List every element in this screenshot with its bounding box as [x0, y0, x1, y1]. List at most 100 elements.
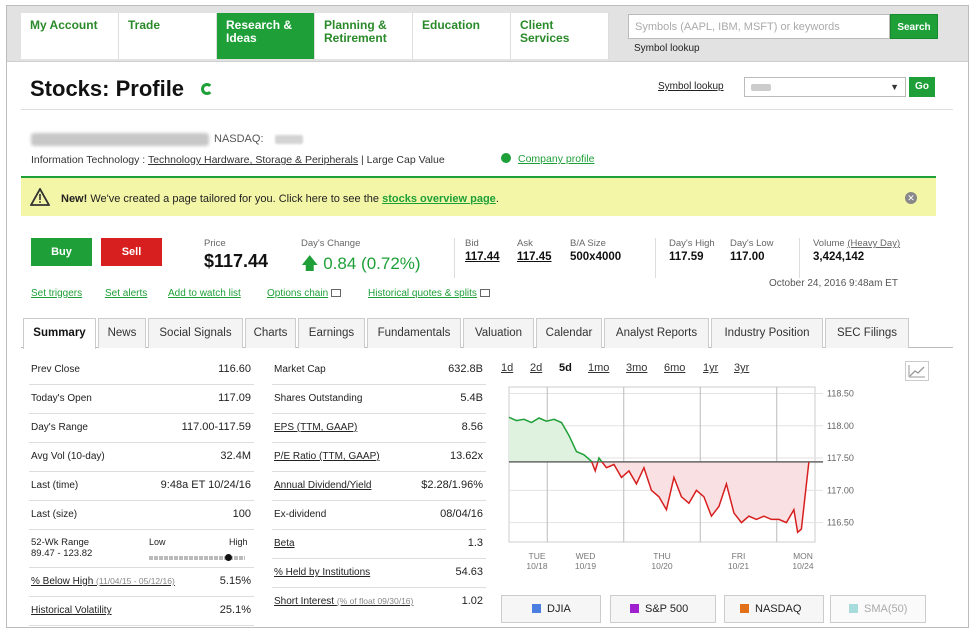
divider: [655, 238, 656, 278]
refresh-icon[interactable]: [201, 83, 213, 95]
row-value: 5.15%: [219, 575, 251, 587]
banner-text: New! We've created a page tailored for y…: [61, 193, 499, 205]
tab-earnings[interactable]: Earnings: [298, 318, 365, 348]
row-label[interactable]: % Below High (11/04/15 - 05/12/16): [31, 576, 175, 587]
row-label[interactable]: Annual Dividend/Yield: [274, 480, 372, 491]
range-1yr[interactable]: 1yr: [703, 362, 719, 374]
compare-nasdaq-button[interactable]: NASDAQ: [724, 595, 824, 623]
compare-sma50-button[interactable]: SMA(50): [830, 595, 926, 623]
table-row: Avg Vol (10-day) 32.4M: [29, 443, 254, 472]
tab-calendar[interactable]: Calendar: [536, 318, 602, 348]
table-row: % Below High (11/04/15 - 05/12/16) 5.15%: [29, 568, 254, 597]
company-profile-link[interactable]: Company profile: [518, 153, 595, 165]
volume-label: Volume (Heavy Day): [813, 238, 900, 249]
table-row: Last (size) 100: [29, 501, 254, 530]
y-tick-label: 118.00: [827, 421, 854, 431]
heavy-day-link[interactable]: (Heavy Day): [847, 238, 901, 249]
set-triggers-link[interactable]: Set triggers: [31, 288, 83, 299]
warning-icon: [30, 188, 50, 206]
nav-research-ideas[interactable]: Research & Ideas: [217, 13, 315, 59]
symbol-select[interactable]: ▼: [744, 77, 906, 97]
row-label[interactable]: Historical Volatility: [31, 605, 112, 616]
row-label[interactable]: % Held by Institutions: [274, 567, 371, 578]
row-label[interactable]: EPS (TTM, GAAP): [274, 422, 358, 433]
x-tick-date: 10/18: [526, 561, 548, 571]
options-chain-link[interactable]: Options chain: [267, 288, 342, 299]
compare-sp500-button[interactable]: S&P 500: [610, 595, 716, 623]
search-button[interactable]: Search: [890, 14, 938, 39]
tab-news[interactable]: News: [98, 318, 146, 348]
row-label[interactable]: P/E Ratio (TTM, GAAP): [274, 451, 380, 462]
tab-charts[interactable]: Charts: [245, 318, 296, 348]
nav-trade[interactable]: Trade: [119, 13, 217, 59]
row-value: 632.8B: [448, 363, 483, 375]
symbol-lookup-top-link[interactable]: Symbol lookup: [634, 43, 700, 54]
chevron-down-icon: ▼: [890, 82, 899, 92]
set-alerts-link[interactable]: Set alerts: [105, 288, 148, 299]
divider: [799, 238, 800, 278]
row-label: Market Cap: [274, 364, 326, 375]
nav-education[interactable]: Education: [413, 13, 511, 59]
days-low-label: Day's Low: [730, 238, 774, 249]
historical-quotes-label: Historical quotes & splits: [368, 288, 477, 299]
row-value: 54.63: [455, 566, 483, 578]
search-input[interactable]: Symbols (AAPL, IBM, MSFT) or keywords: [628, 14, 890, 39]
table-row: Short Interest (% of float 09/30/16) 1.02: [272, 588, 486, 617]
tab-social-signals[interactable]: Social Signals: [148, 318, 243, 348]
buy-button[interactable]: Buy: [31, 238, 92, 266]
nav-client-services[interactable]: Client Services: [511, 13, 609, 59]
bid-value[interactable]: 117.44: [465, 251, 500, 263]
ba-size-label: B/A Size: [570, 238, 606, 249]
x-tick-date: 10/21: [728, 561, 750, 571]
wk52-marker: [224, 554, 232, 561]
range-5d[interactable]: 5d: [559, 362, 572, 374]
table-row: % Held by Institutions 54.63: [272, 559, 486, 588]
sell-button[interactable]: Sell: [101, 238, 162, 266]
nav-planning-retirement[interactable]: Planning & Retirement: [315, 13, 413, 59]
range-3yr[interactable]: 3yr: [734, 362, 750, 374]
range-2d[interactable]: 2d: [530, 362, 543, 374]
price-label: Price: [204, 238, 226, 249]
symbol-lookup-link[interactable]: Symbol lookup: [658, 81, 724, 92]
row-value: 1.3: [467, 537, 483, 549]
range-3mo[interactable]: 3mo: [626, 362, 648, 374]
row-label[interactable]: Short Interest (% of float 09/30/16): [274, 596, 413, 607]
industry-link[interactable]: Technology Hardware, Storage & Periphera…: [147, 154, 359, 166]
add-to-watch-list-link[interactable]: Add to watch list: [168, 288, 241, 299]
tab-sec-filings[interactable]: SEC Filings: [825, 318, 909, 348]
row-value: 25.1%: [219, 604, 251, 616]
go-button[interactable]: Go: [909, 77, 935, 97]
ask-value[interactable]: 117.45: [517, 251, 552, 263]
chart-type-icon[interactable]: [905, 361, 929, 381]
tab-industry-position[interactable]: Industry Position: [711, 318, 823, 348]
wk52-values: 89.47 - 123.82: [31, 548, 93, 559]
tab-valuation[interactable]: Valuation: [463, 318, 534, 348]
row-value: 32.4M: [220, 450, 251, 462]
company-profile-icon[interactable]: [501, 153, 511, 163]
gain-area: [509, 417, 602, 462]
stocks-overview-link[interactable]: stocks overview page: [382, 193, 496, 205]
row-label[interactable]: Beta: [274, 538, 295, 549]
tab-fundamentals[interactable]: Fundamentals: [367, 318, 461, 348]
row-value: 5.4B: [460, 392, 483, 404]
row-label: Shares Outstanding: [274, 393, 363, 404]
sector-label: Information Technology :: [31, 154, 146, 166]
wk52-range-bar: [149, 556, 245, 560]
range-1mo[interactable]: 1mo: [588, 362, 610, 374]
compare-djia-button[interactable]: DJIA: [501, 595, 601, 623]
tab-summary[interactable]: Summary: [23, 318, 96, 349]
table-row: Day's Range 117.00-117.59: [29, 414, 254, 443]
options-chain-label: Options chain: [267, 288, 329, 299]
below-high-label: % Below High: [31, 576, 94, 587]
range-1d[interactable]: 1d: [501, 362, 514, 374]
range-6mo[interactable]: 6mo: [664, 362, 686, 374]
ba-size-value: 500x4000: [570, 251, 622, 263]
change-amount: 0.84 (0.72%): [323, 254, 421, 273]
close-icon[interactable]: ✕: [905, 192, 917, 204]
historical-quotes-link[interactable]: Historical quotes & splits: [368, 288, 490, 299]
tab-analyst-reports[interactable]: Analyst Reports: [604, 318, 709, 348]
page-title: Stocks: Profile: [30, 76, 185, 101]
nav-my-account[interactable]: My Account: [21, 13, 119, 59]
sma50-swatch: [849, 604, 858, 613]
